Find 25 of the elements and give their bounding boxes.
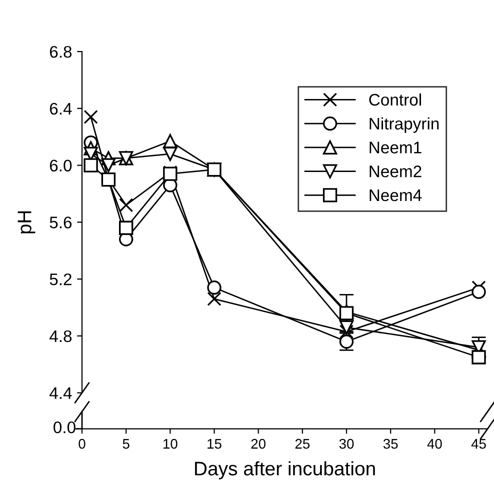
y-tick-label: 6.8 <box>50 46 72 58</box>
legend-label: Neem4 <box>370 190 422 202</box>
legend-label: Control <box>369 93 421 106</box>
legend-label: Neem1 <box>370 142 422 154</box>
x-axis-title: Days after incubation <box>195 461 375 480</box>
y-axis-title: pH <box>18 211 36 234</box>
legend-label: Nitrapyrin <box>370 117 439 133</box>
y-tick-label: 5.2 <box>50 273 72 286</box>
y-tick-label: 6.0 <box>50 160 72 172</box>
x-tick-label: 10 <box>164 438 178 449</box>
text: 0.0 <box>54 421 76 434</box>
y-tick-label: 6.4 <box>50 102 72 115</box>
y-tick-label: 5.6 <box>50 216 72 228</box>
x-tick-label: 35 <box>383 438 398 449</box>
x-tick-label: 40 <box>427 438 442 449</box>
x-tick-label: 20 <box>251 438 266 449</box>
x-tick-label: 5 <box>122 439 130 449</box>
x-tick-label: 45 <box>471 439 486 449</box>
y-tick-label: 4.8 <box>50 330 72 342</box>
x-tick-label: 0 <box>78 438 86 449</box>
legend-label: Neem2 <box>370 166 422 178</box>
x-tick-label: 25 <box>295 438 310 449</box>
x-tick-label: 30 <box>339 438 354 449</box>
y-tick-label: 4.4 <box>50 387 72 399</box>
x-tick-label: 15 <box>208 439 222 449</box>
